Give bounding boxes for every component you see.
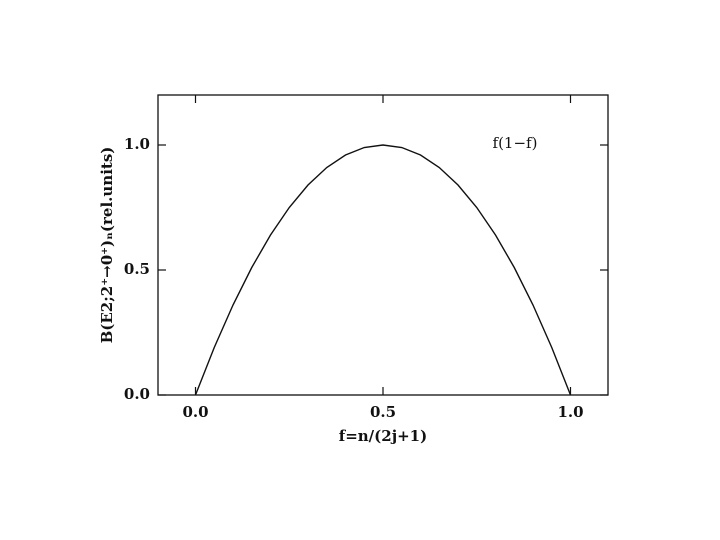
y-tick-label: 1.0 bbox=[124, 135, 150, 153]
x-tick-label: 0.0 bbox=[182, 403, 208, 421]
curve bbox=[194, 144, 572, 396]
annotation: f(1−f) bbox=[493, 134, 538, 152]
y-axis-label: B(E2;2⁺→0⁺)ₙ(rel.units) bbox=[98, 147, 116, 344]
y-tick-label: 0.5 bbox=[124, 260, 150, 278]
x-axis-label: f=n/(2j+1) bbox=[339, 427, 427, 445]
x-tick-label: 0.5 bbox=[370, 403, 396, 421]
x-tick-label: 1.0 bbox=[557, 403, 583, 421]
plot-frame bbox=[157, 94, 609, 396]
y-tick-label: 0.0 bbox=[124, 385, 150, 403]
